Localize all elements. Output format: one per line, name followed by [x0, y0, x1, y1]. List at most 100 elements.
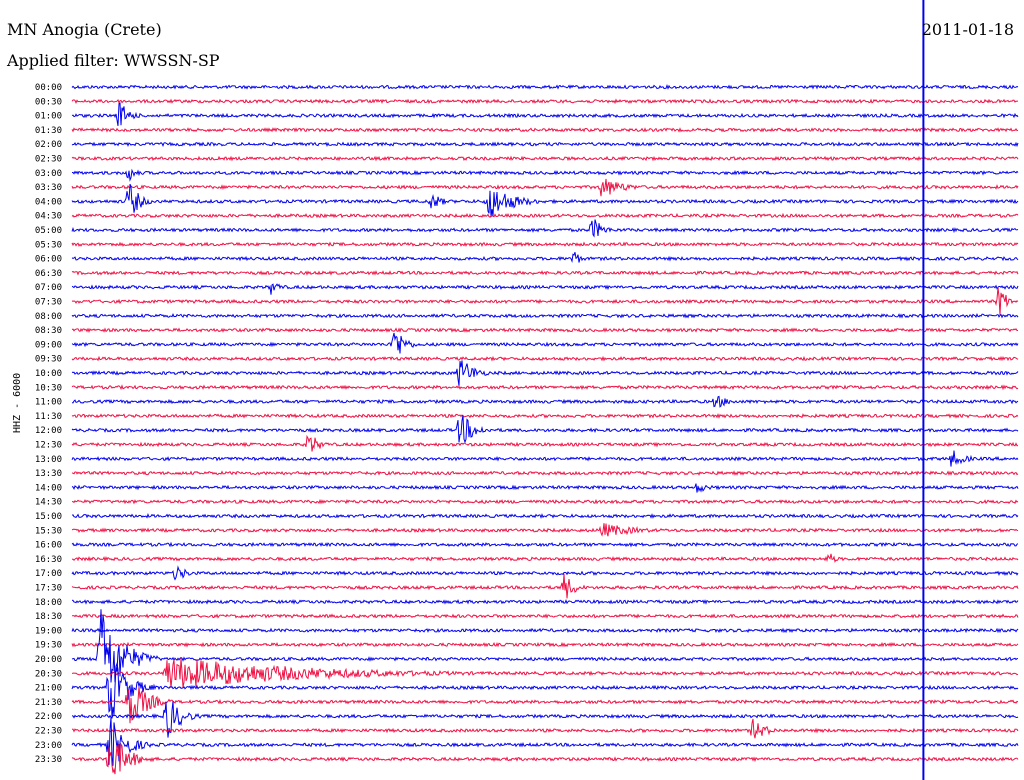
- row-time-label: 21:00: [35, 684, 62, 694]
- trace-row: [71, 598, 1019, 605]
- row-time-label: 01:00: [35, 112, 62, 122]
- row-time-label: 13:30: [35, 469, 62, 479]
- trace-row: [72, 498, 1019, 505]
- trace-row: [71, 627, 1019, 634]
- trace-row: [71, 700, 1019, 738]
- row-time-label: 04:00: [35, 197, 62, 207]
- row-time-label: 17:00: [35, 569, 62, 579]
- trace-row: [71, 287, 1019, 316]
- trace-row: [71, 83, 1019, 90]
- row-time-label: 07:30: [35, 298, 62, 308]
- trace-row: [71, 470, 1019, 476]
- trace-row: [71, 141, 1019, 148]
- trace-row: [71, 450, 1019, 467]
- row-time-label: 03:00: [35, 169, 62, 179]
- row-time-label: 15:00: [35, 512, 62, 522]
- trace-row: [71, 219, 1019, 238]
- trace-row: [71, 541, 1019, 548]
- row-time-label: 06:00: [35, 255, 62, 265]
- row-time-label: 19:00: [35, 626, 62, 636]
- trace-row: [71, 483, 1019, 493]
- row-time-label: 10:30: [35, 383, 62, 393]
- row-time-label: 20:30: [35, 669, 62, 679]
- trace-row: [71, 252, 1019, 263]
- trace-row: [71, 283, 1019, 295]
- row-time-label: 22:00: [35, 712, 62, 722]
- trace-row: [71, 523, 1019, 537]
- trace-row: [71, 155, 1019, 162]
- row-time-label: 00:00: [35, 83, 62, 93]
- trace-row: [71, 716, 1019, 766]
- row-time-label: 11:30: [35, 412, 62, 422]
- trace-row: [71, 565, 1019, 581]
- row-time-label: 04:30: [35, 212, 62, 222]
- trace-row: [71, 413, 1019, 419]
- trace-row: [71, 127, 1019, 133]
- trace-row: [71, 98, 1019, 105]
- row-time-label: 14:30: [35, 498, 62, 508]
- trace-row: [71, 355, 1019, 362]
- row-time-label: 16:00: [35, 541, 62, 551]
- row-time-label: 08:00: [35, 312, 62, 322]
- row-time-label: 01:30: [35, 126, 62, 136]
- row-time-label: 11:00: [35, 398, 62, 408]
- trace-row: [71, 395, 1019, 408]
- trace-row: [71, 641, 1019, 648]
- trace-row: [71, 270, 1019, 276]
- row-time-label: 16:30: [35, 555, 62, 565]
- row-time-label: 00:30: [35, 97, 62, 107]
- row-time-label: 05:30: [35, 240, 62, 250]
- row-time-label: 05:00: [35, 226, 62, 236]
- row-time-label: 22:30: [35, 727, 62, 737]
- trace-row: [71, 661, 1019, 719]
- row-time-label: 03:30: [35, 183, 62, 193]
- trace-row: [71, 415, 1019, 444]
- trace-row: [71, 102, 1019, 126]
- trace-row: [71, 718, 1019, 739]
- trace-row: [71, 573, 1019, 599]
- row-time-label: 06:30: [35, 269, 62, 279]
- date-label: 2011-01-18: [921, 20, 1014, 39]
- trace-row: [71, 327, 1018, 334]
- trace-row: [71, 183, 1019, 218]
- row-time-label: 02:30: [35, 155, 62, 165]
- trace-row: [71, 384, 1019, 391]
- row-time-label: 13:00: [35, 455, 62, 465]
- trace-row: [71, 657, 1019, 688]
- trace-row: [71, 178, 1019, 197]
- row-time-label: 23:30: [35, 755, 62, 765]
- trace-row: [71, 241, 1019, 248]
- trace-row: [71, 212, 1019, 219]
- channel-label: HHZ - 6000: [12, 372, 23, 433]
- trace-row: [71, 360, 1019, 386]
- trace-row: [71, 553, 1019, 563]
- trace-row: [71, 686, 1019, 724]
- trace-row: [71, 312, 1019, 319]
- trace-row: [71, 609, 1018, 683]
- station-title: MN Anogia (Crete): [7, 20, 162, 39]
- row-time-label: 15:30: [35, 526, 62, 536]
- row-time-label: 12:00: [35, 426, 62, 436]
- row-time-label: 21:30: [35, 698, 62, 708]
- row-time-label: 23:00: [35, 741, 62, 751]
- row-time-label: 09:30: [35, 355, 62, 365]
- trace-row: [71, 332, 1019, 354]
- filter-label: Applied filter: WWSSN-SP: [7, 51, 220, 70]
- trace-row: [71, 613, 1019, 619]
- row-time-label: 09:00: [35, 340, 62, 350]
- trace-row: [71, 168, 1019, 182]
- row-time-label: 19:30: [35, 641, 62, 651]
- row-time-label: 17:30: [35, 584, 62, 594]
- row-time-label: 18:00: [35, 598, 62, 608]
- row-time-label: 07:00: [35, 283, 62, 293]
- row-time-label: 12:30: [35, 441, 62, 451]
- trace-row: [71, 513, 1019, 519]
- row-time-label: 10:00: [35, 369, 62, 379]
- row-time-label: 14:00: [35, 483, 62, 493]
- row-time-label: 08:30: [35, 326, 62, 336]
- trace-row: [71, 434, 1019, 452]
- row-time-label: 02:00: [35, 140, 62, 150]
- trace-row: [71, 742, 1019, 775]
- row-time-label: 20:00: [35, 655, 62, 665]
